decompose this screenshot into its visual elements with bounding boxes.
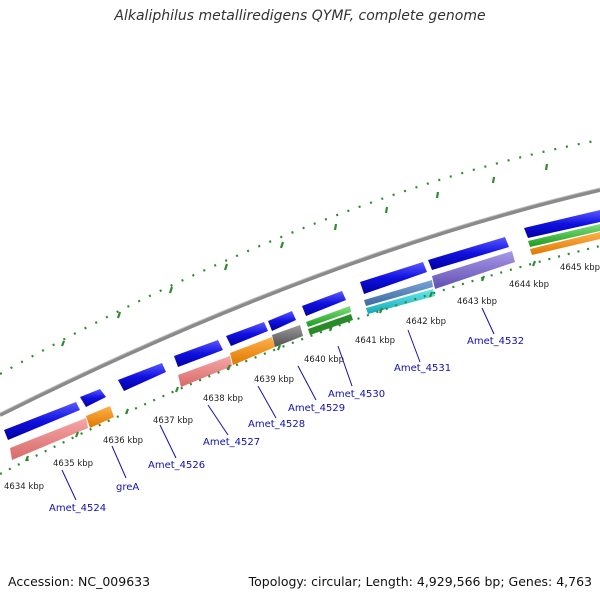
tick-label: 4635 kbp bbox=[53, 459, 93, 469]
feature-bars bbox=[10, 224, 600, 460]
genome-backbone bbox=[0, 188, 600, 417]
tick-label: 4640 kbp bbox=[304, 355, 344, 365]
gene-forward-6[interactable] bbox=[268, 311, 296, 331]
gene-forward-1[interactable] bbox=[4, 402, 80, 440]
forward-strand-genes bbox=[4, 210, 600, 440]
feature-green-3[interactable] bbox=[528, 224, 600, 247]
gene-label-amet-4524[interactable]: Amet_4524 bbox=[49, 503, 106, 514]
gene-label-amet-4530[interactable]: Amet_4530 bbox=[328, 389, 385, 400]
inner-track-ticks bbox=[24, 260, 537, 462]
tick-label: 4634 kbp bbox=[4, 482, 44, 492]
outer-track-ticks bbox=[60, 163, 549, 347]
feature-orange-3[interactable] bbox=[530, 232, 600, 255]
tick-label: 4645 kbp bbox=[560, 263, 600, 273]
gene-forward-9[interactable] bbox=[428, 237, 509, 270]
tick-label: 4638 kbp bbox=[203, 394, 243, 404]
gene-forward-5[interactable] bbox=[226, 322, 268, 346]
genome-summary-text: Topology: circular; Length: 4,929,566 bp… bbox=[248, 574, 592, 589]
gene-forward-7[interactable] bbox=[302, 291, 346, 316]
tick-label: 4637 kbp bbox=[153, 416, 193, 426]
tick-label: 4642 kbp bbox=[406, 317, 446, 327]
gene-label-grea[interactable]: greA bbox=[116, 482, 139, 493]
kbp-tick-labels: 4634 kbp 4635 kbp 4636 kbp 4637 kbp 4638… bbox=[4, 263, 600, 492]
outer-dotted-track bbox=[0, 138, 600, 375]
gene-forward-8[interactable] bbox=[360, 262, 427, 294]
tick-label: 4644 kbp bbox=[509, 280, 549, 290]
gene-forward-2[interactable] bbox=[80, 389, 106, 407]
accession-text: Accession: NC_009633 bbox=[8, 574, 151, 589]
gene-label-amet-4532[interactable]: Amet_4532 bbox=[467, 336, 524, 347]
gene-label-amet-4531[interactable]: Amet_4531 bbox=[394, 363, 451, 374]
feature-gray-1[interactable] bbox=[272, 325, 303, 347]
feature-orange-1[interactable] bbox=[86, 406, 114, 428]
feature-pink-1[interactable] bbox=[10, 418, 88, 460]
gene-forward-3[interactable] bbox=[118, 363, 166, 391]
tick-label: 4639 kbp bbox=[254, 375, 294, 385]
gene-forward-10[interactable] bbox=[524, 210, 600, 238]
gene-label-leaders bbox=[61, 307, 495, 501]
feature-orange-2[interactable] bbox=[230, 337, 275, 365]
tick-label: 4641 kbp bbox=[355, 336, 395, 346]
gene-forward-4[interactable] bbox=[174, 340, 223, 367]
gene-label-amet-4528[interactable]: Amet_4528 bbox=[248, 419, 305, 430]
feature-cyan-1[interactable] bbox=[366, 289, 435, 314]
feature-green-1[interactable] bbox=[306, 306, 351, 327]
gene-label-amet-4527[interactable]: Amet_4527 bbox=[203, 437, 260, 448]
gene-label-amet-4526[interactable]: Amet_4526 bbox=[148, 460, 205, 471]
gene-label-amet-4529[interactable]: Amet_4529 bbox=[288, 403, 345, 414]
feature-green-2[interactable] bbox=[308, 314, 353, 335]
genome-title: Alkaliphilus metalliredigens QYMF, compl… bbox=[114, 8, 486, 24]
tick-label: 4636 kbp bbox=[103, 436, 143, 446]
gene-labels: Amet_4524 greA Amet_4526 Amet_4527 Amet_… bbox=[49, 336, 524, 514]
tick-label: 4643 kbp bbox=[457, 297, 497, 307]
feature-steel-1[interactable] bbox=[364, 280, 433, 306]
feature-purple-1[interactable] bbox=[432, 251, 515, 289]
feature-pink-2[interactable] bbox=[178, 356, 232, 387]
